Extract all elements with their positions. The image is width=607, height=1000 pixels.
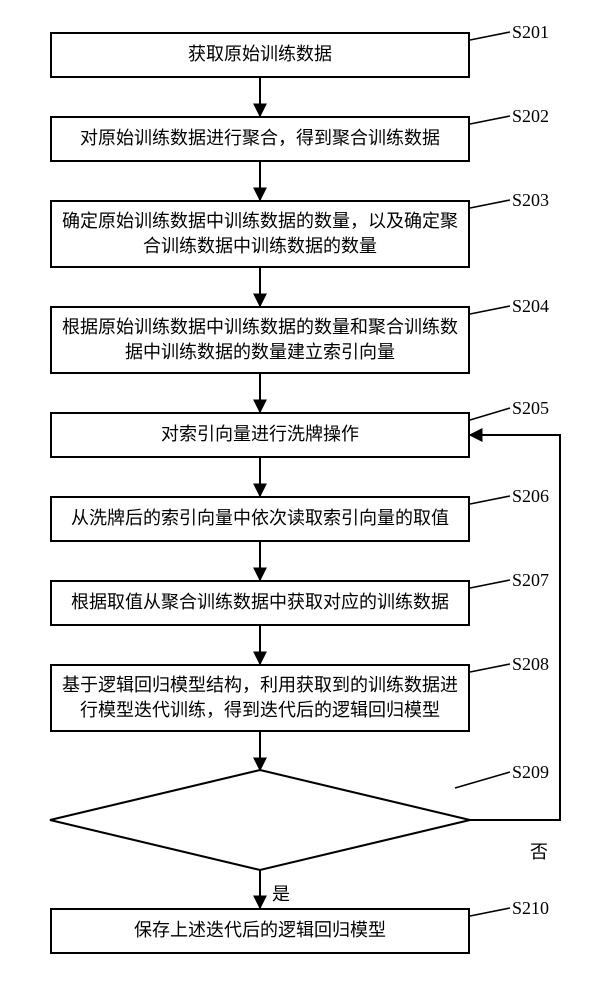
leader-line-s209 <box>455 772 510 788</box>
step-label-s201: S201 <box>512 22 549 43</box>
leader-line-s205 <box>470 408 510 420</box>
step-label-s209: S209 <box>512 762 549 783</box>
flowchart-step-s201: 获取原始训练数据 <box>50 32 470 78</box>
edge-label-s209-s210: 是 <box>272 880 290 906</box>
step-label-s210: S210 <box>512 898 549 919</box>
leader-line-s204 <box>470 306 510 314</box>
leader-line-s207 <box>470 580 510 588</box>
flowchart-step-s207: 根据取值从聚合训练数据中获取对应的训练数据 <box>50 580 470 626</box>
leader-line-s202 <box>470 116 510 124</box>
leader-line-s206 <box>470 496 510 504</box>
leader-line-s208 <box>470 664 510 672</box>
leader-line-s203 <box>470 200 510 208</box>
flowchart-step-s203: 确定原始训练数据中训练数据的数量，以及确定聚合训练数据中训练数据的数量 <box>50 200 470 268</box>
step-label-s207: S207 <box>512 570 549 591</box>
step-label-s202: S202 <box>512 106 549 127</box>
step-label-s204: S204 <box>512 296 549 317</box>
leader-line-s210 <box>470 908 510 916</box>
flowchart-step-s202: 对原始训练数据进行聚合，得到聚合训练数据 <box>50 116 470 162</box>
edge-label-s209-s205: 否 <box>530 838 548 864</box>
flowchart-step-s204: 根据原始训练数据中训练数据的数量和聚合训练数据中训练数据的数量建立索引向量 <box>50 306 470 374</box>
step-label-s205: S205 <box>512 398 549 419</box>
leader-line-s201 <box>470 32 510 40</box>
step-label-s208: S208 <box>512 654 549 675</box>
flowchart-node-text-s209: 判断迭代后的逻辑回归模型是否满足预设条件 <box>126 792 395 848</box>
flowchart-step-s205: 对索引向量进行洗牌操作 <box>50 412 470 458</box>
flowchart-step-s210: 保存上述迭代后的逻辑回归模型 <box>50 908 470 954</box>
step-label-s203: S203 <box>512 190 549 211</box>
step-label-s206: S206 <box>512 486 549 507</box>
flowchart-step-s208: 基于逻辑回归模型结构，利用获取到的训练数据进行模型迭代训练，得到迭代后的逻辑回归… <box>50 664 470 732</box>
flowchart-step-s206: 从洗牌后的索引向量中依次读取索引向量的取值 <box>50 496 470 542</box>
